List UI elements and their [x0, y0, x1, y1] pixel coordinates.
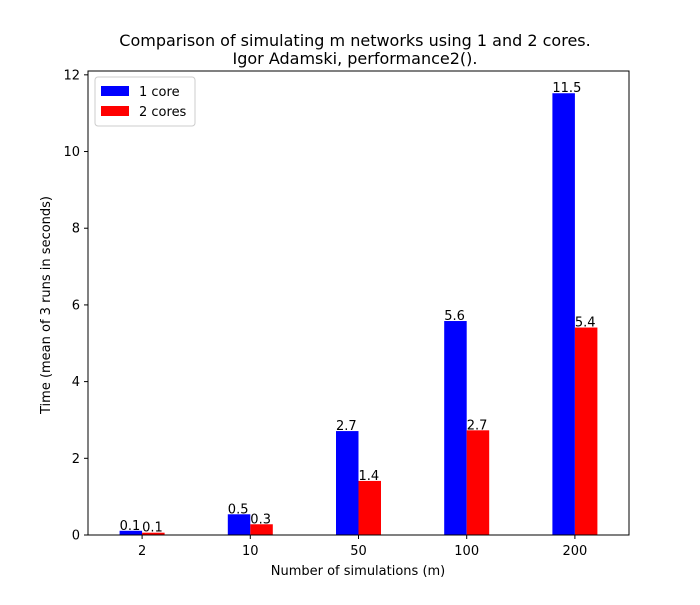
data-label-one-core-10: 0.5	[228, 502, 249, 517]
x-tick-label-50: 50	[350, 544, 367, 559]
x-tick-label-2: 2	[138, 544, 146, 559]
y-tick-label-12: 12	[63, 68, 80, 83]
data-label-two-cores-50: 1.4	[359, 469, 380, 484]
data-label-two-cores-10: 0.3	[250, 512, 271, 527]
data-label-one-core-2: 0.1	[120, 519, 141, 534]
x-tick-label-10: 10	[242, 544, 259, 559]
data-label-one-core-200: 11.5	[552, 81, 581, 96]
bar-one-core-100	[444, 321, 467, 535]
bar-one-core-50	[336, 431, 359, 535]
y-tick-label-10: 10	[63, 145, 80, 160]
bar-one-core-2	[119, 530, 143, 535]
x-tick-label-100: 100	[454, 544, 479, 559]
data-label-one-core-50: 2.7	[336, 419, 357, 434]
bar-two-cores-10	[250, 524, 273, 535]
chart-title: Comparison of simulating m networks usin…	[119, 31, 590, 50]
bar-one-core-10	[227, 514, 251, 535]
data-label-two-cores-200: 5.4	[575, 316, 596, 331]
data-label-two-cores-100: 2.7	[467, 418, 488, 433]
y-axis-label: Time (mean of 3 runs in seconds)	[39, 196, 54, 415]
y-tick-label-8: 8	[72, 222, 80, 237]
y-tick-label-0: 0	[72, 529, 80, 544]
legend: 1 core 2 cores	[94, 76, 196, 127]
bar-one-core-200	[552, 93, 575, 535]
bar-two-cores-2	[142, 532, 165, 535]
legend-label-one-core: 1 core	[139, 85, 180, 100]
legend-swatch-one-core	[101, 86, 129, 96]
data-label-two-cores-2: 0.1	[142, 521, 163, 536]
legend-label-two-cores: 2 cores	[139, 105, 187, 120]
x-tick-label-200: 200	[562, 544, 587, 559]
bar-two-cores-50	[358, 480, 381, 535]
plot-area: 0.1 0.5 2.7 5.6 11.5 0.1 0.3 1.4 2.7 5.4 0 2 4 6 8 10 12…	[63, 68, 630, 559]
x-axis-label: Number of simulations (m)	[271, 564, 446, 579]
data-label-one-core-100: 5.6	[444, 309, 465, 324]
y-tick-label-4: 4	[72, 375, 80, 390]
bar-two-cores-200	[574, 327, 598, 535]
y-tick-label-6: 6	[72, 298, 80, 313]
chart-subtitle: Igor Adamski, performance2().	[233, 49, 478, 68]
legend-swatch-two-cores	[101, 106, 129, 116]
bar-two-cores-100	[466, 430, 490, 535]
y-tick-label-2: 2	[72, 452, 80, 467]
